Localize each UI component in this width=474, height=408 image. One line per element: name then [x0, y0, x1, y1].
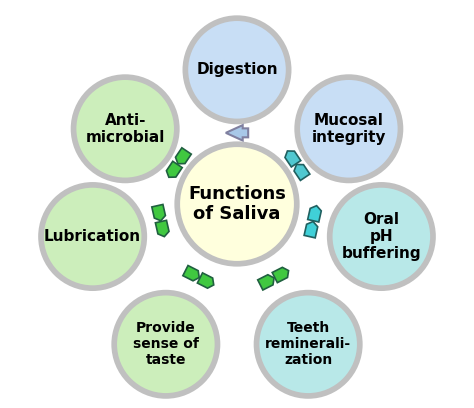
Circle shape [254, 290, 363, 399]
Circle shape [111, 290, 220, 399]
Text: Lubrication: Lubrication [44, 229, 141, 244]
Circle shape [188, 21, 286, 119]
Polygon shape [155, 220, 169, 237]
Polygon shape [197, 273, 214, 288]
Polygon shape [272, 267, 289, 283]
Circle shape [76, 80, 174, 177]
Text: Oral
pH
buffering: Oral pH buffering [342, 212, 421, 262]
Polygon shape [258, 275, 274, 290]
Circle shape [182, 16, 292, 124]
Polygon shape [304, 222, 318, 238]
Polygon shape [285, 151, 301, 167]
Circle shape [180, 147, 294, 261]
Polygon shape [294, 164, 310, 180]
Polygon shape [152, 204, 165, 221]
Polygon shape [308, 206, 321, 222]
Text: Anti-
microbial: Anti- microbial [85, 113, 165, 145]
Circle shape [117, 295, 215, 393]
Circle shape [300, 80, 398, 177]
Polygon shape [175, 148, 191, 164]
Text: Provide
sense of
taste: Provide sense of taste [133, 321, 199, 368]
Circle shape [294, 74, 403, 183]
Text: Digestion: Digestion [196, 62, 278, 78]
Circle shape [327, 182, 436, 291]
Text: Functions
of Saliva: Functions of Saliva [188, 184, 286, 224]
Circle shape [71, 74, 180, 183]
Circle shape [174, 142, 300, 266]
Circle shape [259, 295, 357, 393]
Polygon shape [166, 161, 182, 177]
Polygon shape [226, 125, 248, 141]
Circle shape [38, 182, 147, 291]
Text: Teeth
reminerali-
zation: Teeth reminerali- zation [265, 321, 351, 368]
Polygon shape [183, 266, 199, 281]
Text: Mucosal
integrity: Mucosal integrity [311, 113, 386, 145]
Circle shape [333, 188, 430, 285]
Circle shape [44, 188, 141, 285]
